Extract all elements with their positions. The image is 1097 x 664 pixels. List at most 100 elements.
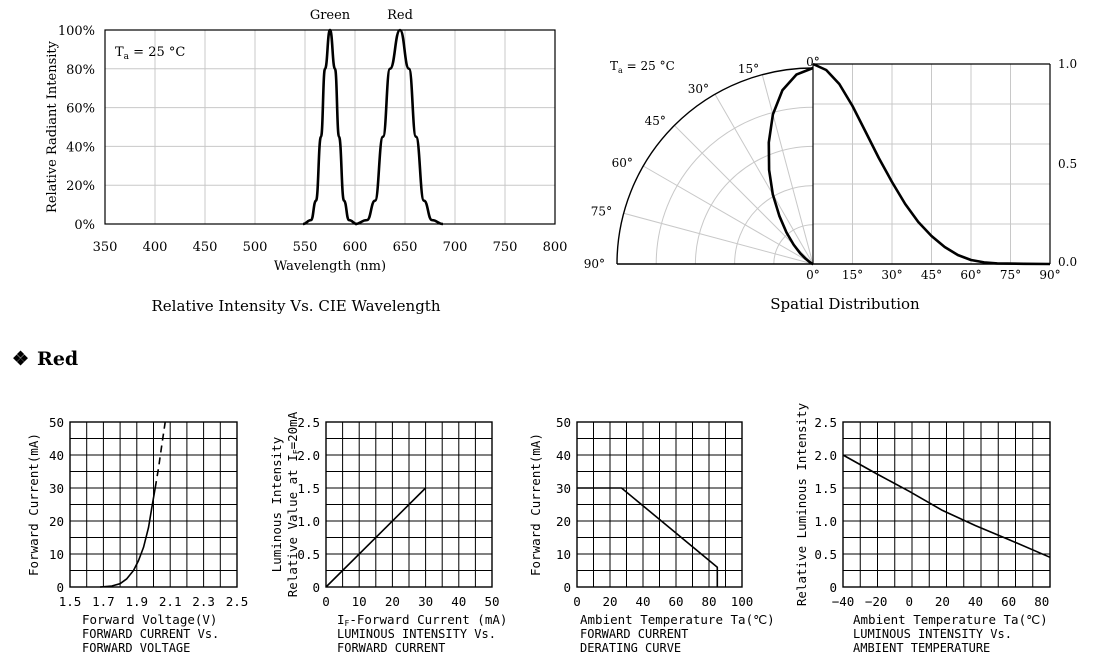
plot-frame <box>69 421 238 588</box>
series-line <box>325 487 427 588</box>
polar-grid-ray <box>643 165 814 265</box>
chart-caption-line: FORWARD CURRENT Vs. <box>82 627 219 641</box>
x-axis-label: Wavelength (nm) <box>274 259 386 274</box>
y-tick-label: 40% <box>66 140 95 155</box>
y-tick-label: 20 <box>49 514 64 529</box>
chart-caption-line: DERATING CURVE <box>580 641 681 655</box>
angle-label: 45° <box>645 114 666 128</box>
y-tick-label: 0.0 <box>1058 255 1077 269</box>
x-tick-label: 30° <box>881 268 902 282</box>
series-line <box>577 487 719 587</box>
temperature-annotation: Ta = 25 °C <box>115 45 185 62</box>
y-tick-label: 20 <box>556 514 571 529</box>
y-tick-label: 0% <box>74 218 95 233</box>
x-tick-label: 800 <box>543 240 568 255</box>
x-tick-label: 90° <box>1039 268 1060 282</box>
y-tick-label: 2.5 <box>814 415 837 430</box>
series-label: Green <box>310 8 351 23</box>
diamond-bullet-icon: ❖ <box>12 348 30 370</box>
y-axis-label-line: Luminous Intensity <box>269 436 284 572</box>
x-tick-label: 400 <box>143 240 168 255</box>
angle-label: 15° <box>738 62 759 76</box>
x-tick-label: 0 <box>905 594 913 609</box>
chart-caption-line: AMBIENT TEMPERATURE <box>853 641 990 655</box>
polar-grid-ray <box>761 74 814 265</box>
chart-title: Spatial Distribution <box>770 295 920 313</box>
y-tick-label: 0 <box>312 580 320 595</box>
y-tick-label: 1.0 <box>297 514 320 529</box>
series-line <box>302 28 358 226</box>
x-tick-label: 100 <box>731 594 754 609</box>
x-tick-label: 30 <box>418 594 433 609</box>
luminous-intensity-vs-temperature-chart: −40 −20 0 20 40 60 80 0 0.5 1.0 1.5 2.0 2.5 Ambient T… <box>794 402 1051 655</box>
x-tick-label: 0° <box>806 268 820 282</box>
y-tick-label: 50 <box>556 415 571 430</box>
x-tick-label: 80 <box>1034 594 1049 609</box>
y-tick-label: 30 <box>556 481 571 496</box>
y-tick-label: 0 <box>829 580 837 595</box>
polar-grid-ray <box>674 125 814 265</box>
section-title: Red <box>37 348 79 370</box>
x-tick-label: 1.7 <box>92 594 115 609</box>
angle-label: 30° <box>688 82 709 96</box>
x-tick-label: 45° <box>921 268 942 282</box>
current-derating-chart: 0 20 40 60 80 100 0 10 20 30 40 50 Ambient Temperatu… <box>528 415 775 655</box>
x-tick-label: 40 <box>451 594 466 609</box>
y-axis-label: Relative Luminous Intensity <box>794 402 809 606</box>
y-axis-label-line: Relative Value at IF=20mA <box>285 411 301 597</box>
x-tick-label: 350 <box>93 240 118 255</box>
x-tick-label: 10 <box>352 594 367 609</box>
polar-grid-ray <box>623 212 814 265</box>
angle-label: 75° <box>591 205 612 219</box>
x-tick-label: 60 <box>668 594 683 609</box>
y-tick-label: 1.5 <box>297 481 320 496</box>
y-tick-label: 1.0 <box>1058 57 1077 71</box>
x-tick-label: 600 <box>343 240 368 255</box>
y-tick-label: 20% <box>66 179 95 194</box>
polar-outer-arc <box>616 67 814 265</box>
x-tick-label: 700 <box>443 240 468 255</box>
x-tick-label: 450 <box>193 240 218 255</box>
section-heading: ❖ Red <box>12 348 78 370</box>
polar-intensity-curve <box>767 66 815 266</box>
x-axis-label: IF-Forward Current (mA) <box>337 612 507 628</box>
y-axis-label: Relative Radiant Intensity <box>45 40 60 213</box>
plot-frame <box>576 421 743 588</box>
x-tick-label: 20 <box>602 594 617 609</box>
chart-caption-line: FORWARD VOLTAGE <box>82 641 190 655</box>
y-tick-label: 1.0 <box>814 514 837 529</box>
chart-caption-line: FORWARD CURRENT <box>580 627 688 641</box>
chart-caption-line: LUMINOUS INTENSITY Vs. <box>853 627 1012 641</box>
y-tick-label: 10 <box>556 547 571 562</box>
x-tick-label: 60 <box>1001 594 1016 609</box>
polar-grid-ray <box>714 94 814 265</box>
y-tick-label: 100% <box>58 24 95 39</box>
x-tick-label: 0 <box>573 594 581 609</box>
x-axis-label: Forward Voltage(V) <box>82 612 217 627</box>
x-tick-label: 20 <box>385 594 400 609</box>
y-tick-label: 50 <box>49 415 64 430</box>
temperature-annotation: Ta = 25 °C <box>610 59 675 75</box>
x-tick-label: −20 <box>865 594 888 609</box>
x-tick-label: 1.5 <box>59 594 82 609</box>
series-label: Red <box>387 8 413 23</box>
y-axis-label: Forward Current(mA) <box>528 433 543 576</box>
angle-label: 90° <box>584 257 605 271</box>
chart-caption-line: LUMINOUS INTENSITY Vs. <box>337 627 496 641</box>
x-tick-label: 15° <box>842 268 863 282</box>
plot-frame <box>842 421 1051 588</box>
y-tick-label: 2.0 <box>814 448 837 463</box>
series-line <box>842 454 1051 559</box>
forward-current-vs-voltage-chart: 1.5 1.7 1.9 2.1 2.3 2.5 0 10 20 30 40 50 Forward Vol… <box>26 415 248 655</box>
series-line <box>100 487 156 588</box>
x-axis-label: Ambient Temperature Ta(℃) <box>580 612 775 627</box>
x-tick-label: 40 <box>635 594 650 609</box>
spectrum-chart: 350 400 450 500 550 600 650 700 750 800 0% 20% 40% 60… <box>45 8 567 315</box>
x-tick-label: 2.1 <box>159 594 182 609</box>
y-tick-label: 40 <box>556 448 571 463</box>
x-tick-label: −40 <box>832 594 855 609</box>
plot-frame <box>325 421 493 588</box>
x-tick-label: 20 <box>935 594 950 609</box>
x-tick-label: 550 <box>293 240 318 255</box>
